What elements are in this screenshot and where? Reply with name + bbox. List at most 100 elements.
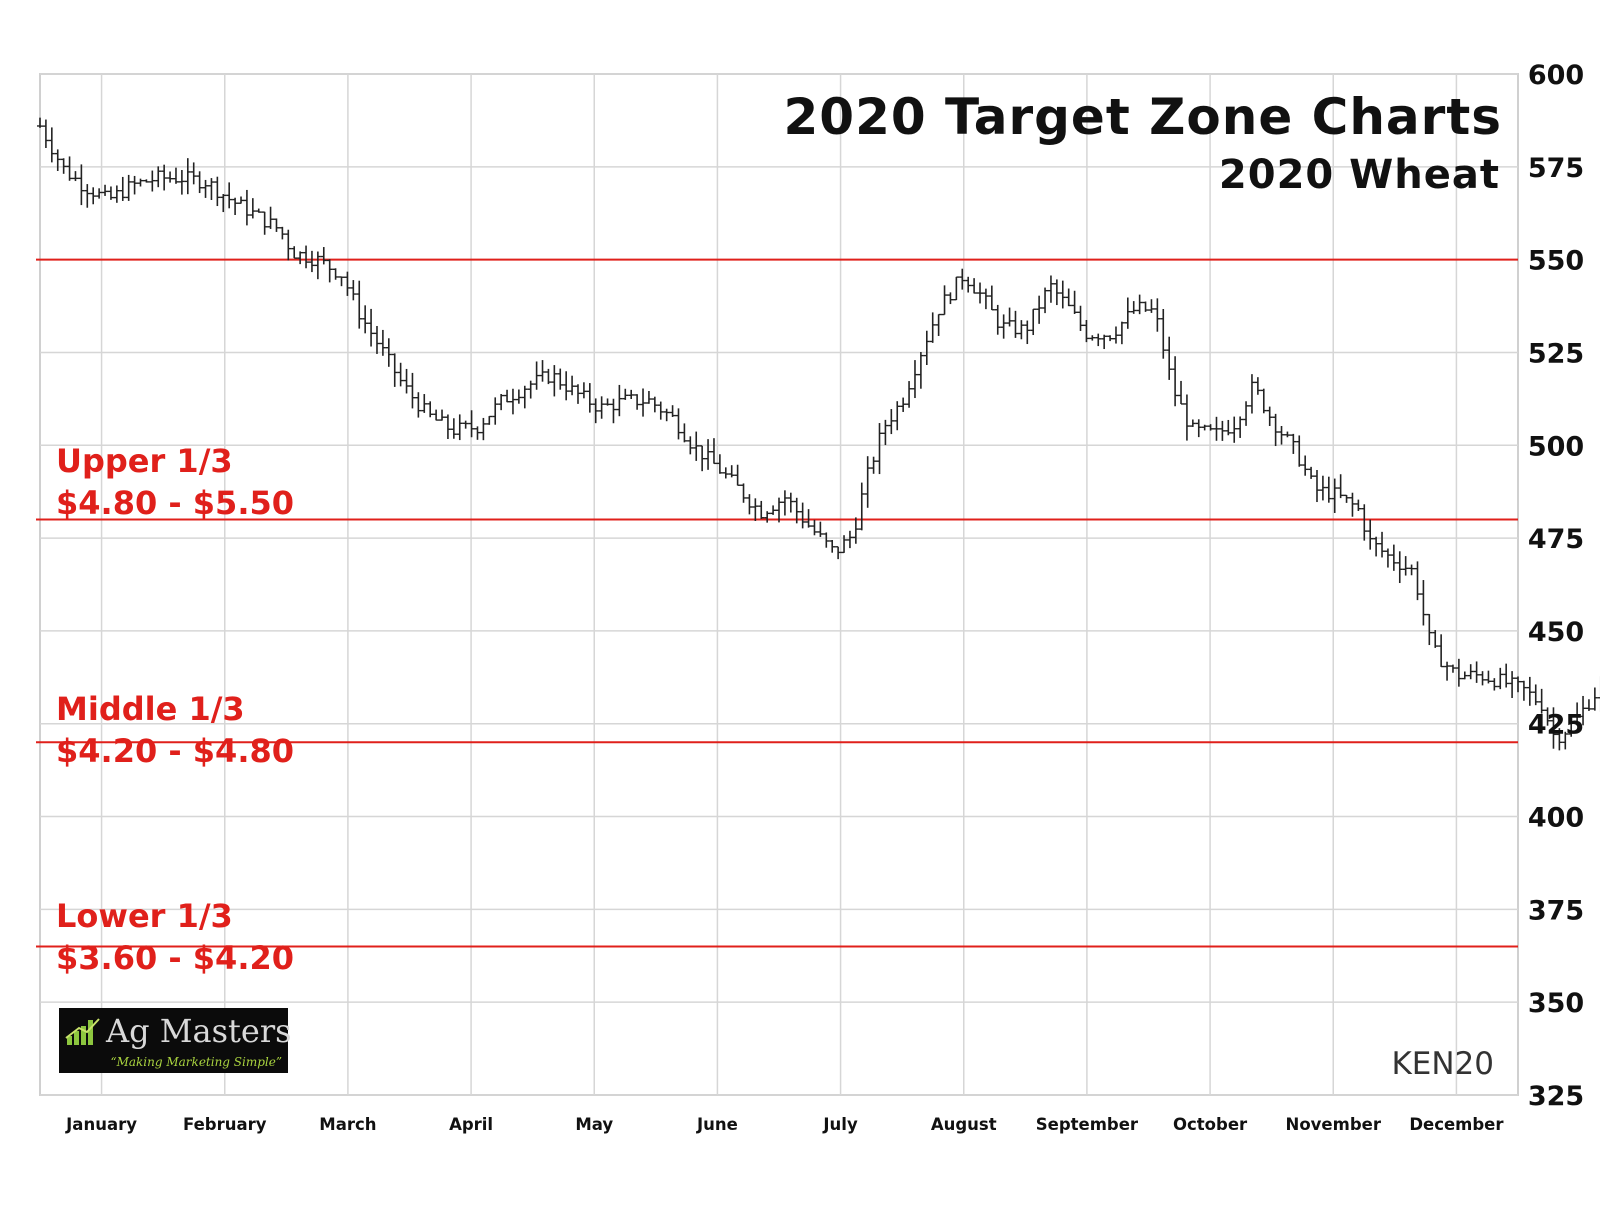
- price-bar: [362, 305, 369, 334]
- price-bar: [521, 385, 528, 409]
- price-bar: [681, 423, 688, 443]
- price-bar: [427, 401, 434, 418]
- price-bar: [1101, 334, 1108, 350]
- price-bar: [988, 285, 995, 311]
- price-bar: [1024, 320, 1031, 345]
- zone-lower-label: Lower 1/3 $3.60 - $4.20: [56, 895, 294, 979]
- x-tick-label: March: [319, 1115, 376, 1134]
- price-bar: [663, 408, 670, 422]
- y-tick-label: 450: [1528, 617, 1584, 648]
- price-bar: [267, 206, 274, 229]
- price-bar: [858, 482, 865, 531]
- y-tick-label: 375: [1528, 895, 1584, 926]
- price-bar: [1526, 676, 1533, 706]
- price-bar: [888, 409, 895, 435]
- price-bar: [1515, 676, 1521, 693]
- price-bar: [297, 251, 304, 265]
- price-bar: [84, 184, 91, 208]
- price-bar: [1272, 413, 1279, 447]
- price-bar: [1302, 455, 1309, 476]
- price-bar: [982, 288, 989, 310]
- price-bar: [1095, 333, 1102, 347]
- price-bar: [1319, 475, 1326, 501]
- price-bar: [640, 388, 647, 417]
- price-bar: [929, 312, 936, 343]
- price-bar: [1473, 661, 1480, 683]
- price-bar: [255, 208, 262, 213]
- price-bar: [102, 184, 109, 196]
- price-bar: [870, 456, 877, 474]
- price-bar: [1124, 297, 1131, 329]
- price-bar: [379, 329, 386, 356]
- price-bar: [1384, 548, 1391, 568]
- zone-lower-name: Lower 1/3: [56, 897, 233, 935]
- price-bar: [1532, 684, 1539, 706]
- price-bar: [622, 388, 629, 400]
- price-bar: [1077, 305, 1084, 331]
- price-bar: [344, 271, 351, 296]
- price-bar: [202, 179, 209, 198]
- price-bar: [876, 423, 883, 475]
- price-bars: [37, 117, 1600, 751]
- price-bar: [781, 490, 788, 516]
- price-bar: [722, 467, 729, 479]
- chart-watermark: KEN20: [1391, 1046, 1494, 1082]
- price-bar: [113, 185, 120, 203]
- price-bar: [699, 445, 706, 472]
- price-bar: [119, 176, 126, 201]
- price-bar: [657, 401, 664, 420]
- price-bar: [604, 398, 611, 406]
- price-bar: [515, 389, 522, 404]
- price-bar: [1201, 424, 1208, 431]
- x-tick-label: October: [1173, 1115, 1248, 1134]
- price-bar: [1343, 494, 1350, 503]
- price-bar: [911, 360, 918, 399]
- price-bar: [37, 117, 43, 128]
- price-bar: [492, 397, 499, 425]
- price-bar: [1260, 388, 1267, 414]
- price-bar: [533, 361, 540, 390]
- price-bar: [1390, 544, 1397, 571]
- chart-grid: [39, 73, 1519, 1096]
- price-bar: [1254, 377, 1261, 395]
- price-bar: [1467, 664, 1474, 680]
- price-bar: [580, 382, 587, 399]
- price-bar: [90, 187, 97, 205]
- price-bar: [1142, 301, 1149, 312]
- price-bar: [1154, 298, 1161, 332]
- price-bar: [480, 417, 487, 441]
- price-bar: [1568, 715, 1575, 737]
- price-bar: [651, 396, 658, 413]
- price-bar: [350, 280, 357, 301]
- price-bar: [1337, 474, 1344, 499]
- price-bar: [368, 308, 375, 347]
- price-bar: [693, 431, 700, 461]
- price-bar: [131, 175, 138, 195]
- logo-name: Ag Masters: [106, 1012, 292, 1050]
- price-bar: [1071, 290, 1078, 314]
- price-bar: [1225, 419, 1232, 436]
- price-bar: [78, 164, 85, 206]
- price-bar: [551, 365, 558, 397]
- price-bar: [1373, 536, 1380, 557]
- bar-growth-icon: [65, 1018, 100, 1045]
- price-bar: [1065, 288, 1072, 307]
- price-bar: [1361, 504, 1368, 541]
- price-bar: [610, 398, 617, 424]
- price-bar: [1195, 419, 1202, 438]
- ag-masters-logo: Ag Masters “Making Marketing Simple”: [59, 1008, 292, 1073]
- price-bar: [220, 194, 227, 213]
- price-bar: [1183, 394, 1190, 441]
- price-bar: [1426, 613, 1433, 646]
- x-tick-label: December: [1409, 1115, 1504, 1134]
- price-bar: [675, 408, 682, 440]
- price-bar: [569, 375, 576, 396]
- price-bar: [941, 285, 948, 316]
- y-tick-label: 475: [1528, 524, 1584, 555]
- price-bar: [746, 494, 753, 515]
- price-bar: [935, 313, 942, 336]
- price-bar: [1402, 556, 1409, 576]
- price-bar: [161, 164, 168, 191]
- price-bar: [314, 251, 321, 280]
- price-bar: [356, 280, 363, 329]
